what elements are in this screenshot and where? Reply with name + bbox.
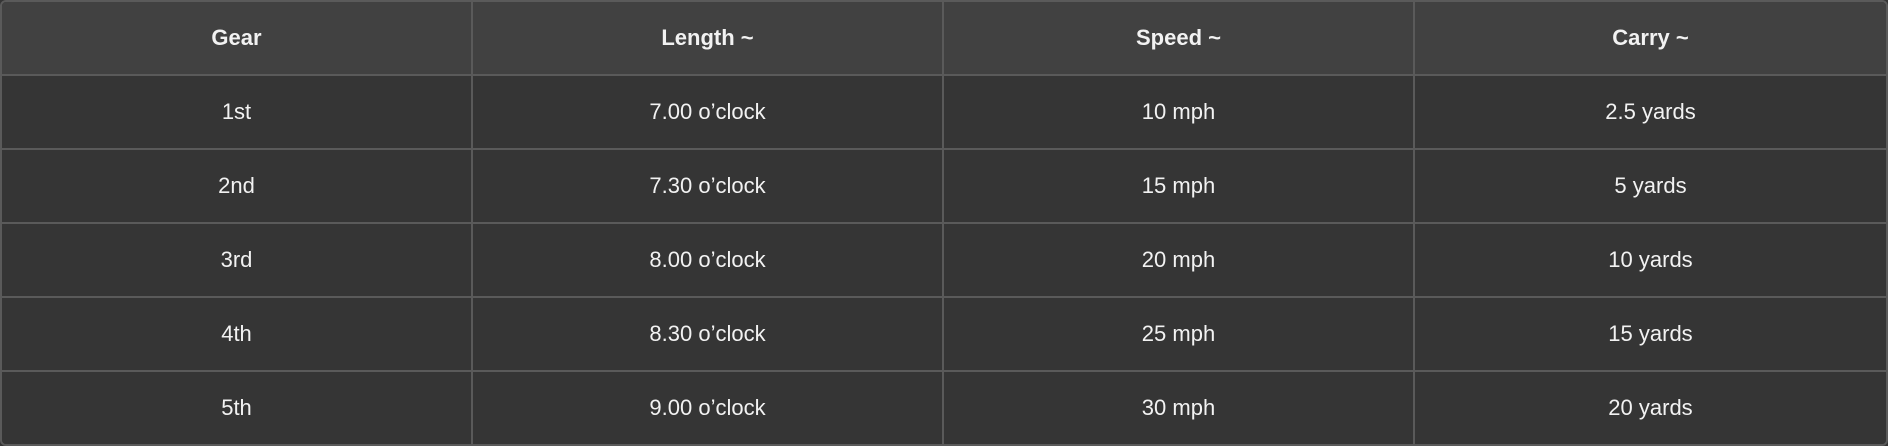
- cell-carry: 20 yards: [1415, 372, 1886, 444]
- cell-speed: 15 mph: [944, 150, 1415, 224]
- cell-carry: 2.5 yards: [1415, 76, 1886, 150]
- cell-length: 8.30 o’clock: [473, 298, 944, 372]
- cell-speed: 30 mph: [944, 372, 1415, 444]
- cell-gear: 3rd: [2, 224, 473, 298]
- header-gear: Gear: [2, 2, 473, 76]
- cell-gear: 4th: [2, 298, 473, 372]
- header-carry: Carry ~: [1415, 2, 1886, 76]
- table-row: 3rd 8.00 o’clock 20 mph 10 yards: [2, 224, 1886, 298]
- table-row: 2nd 7.30 o’clock 15 mph 5 yards: [2, 150, 1886, 224]
- header-speed: Speed ~: [944, 2, 1415, 76]
- table-row: 5th 9.00 o’clock 30 mph 20 yards: [2, 372, 1886, 444]
- header-length: Length ~: [473, 2, 944, 76]
- table-row: 4th 8.30 o’clock 25 mph 15 yards: [2, 298, 1886, 372]
- cell-speed: 25 mph: [944, 298, 1415, 372]
- cell-carry: 5 yards: [1415, 150, 1886, 224]
- cell-gear: 5th: [2, 372, 473, 444]
- cell-length: 8.00 o’clock: [473, 224, 944, 298]
- cell-carry: 10 yards: [1415, 224, 1886, 298]
- cell-carry: 15 yards: [1415, 298, 1886, 372]
- cell-length: 9.00 o’clock: [473, 372, 944, 444]
- cell-speed: 20 mph: [944, 224, 1415, 298]
- cell-speed: 10 mph: [944, 76, 1415, 150]
- header-row: Gear Length ~ Speed ~ Carry ~: [2, 2, 1886, 76]
- cell-length: 7.30 o’clock: [473, 150, 944, 224]
- table-row: 1st 7.00 o’clock 10 mph 2.5 yards: [2, 76, 1886, 150]
- cell-gear: 2nd: [2, 150, 473, 224]
- cell-length: 7.00 o’clock: [473, 76, 944, 150]
- cell-gear: 1st: [2, 76, 473, 150]
